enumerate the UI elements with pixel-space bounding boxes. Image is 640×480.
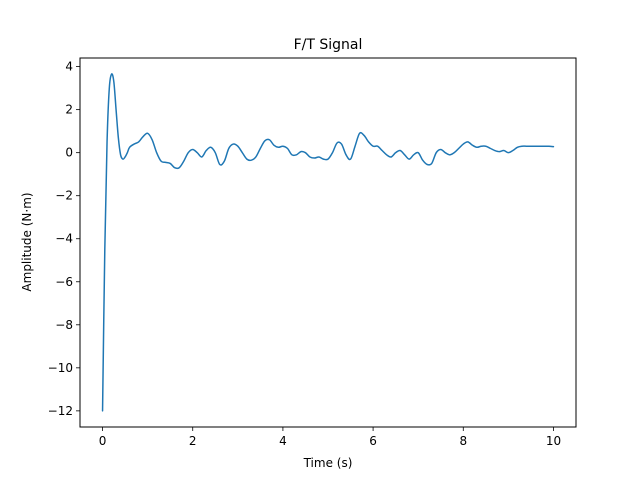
- x-tick-label: 10: [546, 434, 561, 448]
- y-tick-label: 2: [65, 103, 73, 117]
- y-tick-label: 4: [65, 60, 73, 74]
- x-axis-ticks: 0 2 4 6 8 10: [99, 427, 561, 448]
- y-axis-label: Amplitude (N·m): [20, 192, 34, 291]
- y-tick-label: −4: [55, 232, 73, 246]
- x-axis-label: Time (s): [303, 456, 353, 470]
- y-axis-ticks: 4 2 0 −2 −4 −6 −8 −10 −12: [48, 60, 80, 418]
- series-line: [101, 73, 555, 412]
- y-tick-label: −2: [55, 189, 73, 203]
- x-tick-label: 0: [99, 434, 107, 448]
- x-tick-label: 6: [369, 434, 377, 448]
- x-tick-label: 4: [279, 434, 287, 448]
- chart-title: F/T Signal: [294, 37, 363, 53]
- x-tick-label: 8: [459, 434, 467, 448]
- x-tick-label: 2: [189, 434, 197, 448]
- plot-area: [79, 57, 577, 428]
- y-tick-label: −10: [48, 361, 73, 375]
- y-tick-label: −12: [48, 404, 73, 418]
- y-tick-label: −6: [55, 275, 73, 289]
- y-tick-label: 0: [65, 146, 73, 160]
- y-tick-label: −8: [55, 318, 73, 332]
